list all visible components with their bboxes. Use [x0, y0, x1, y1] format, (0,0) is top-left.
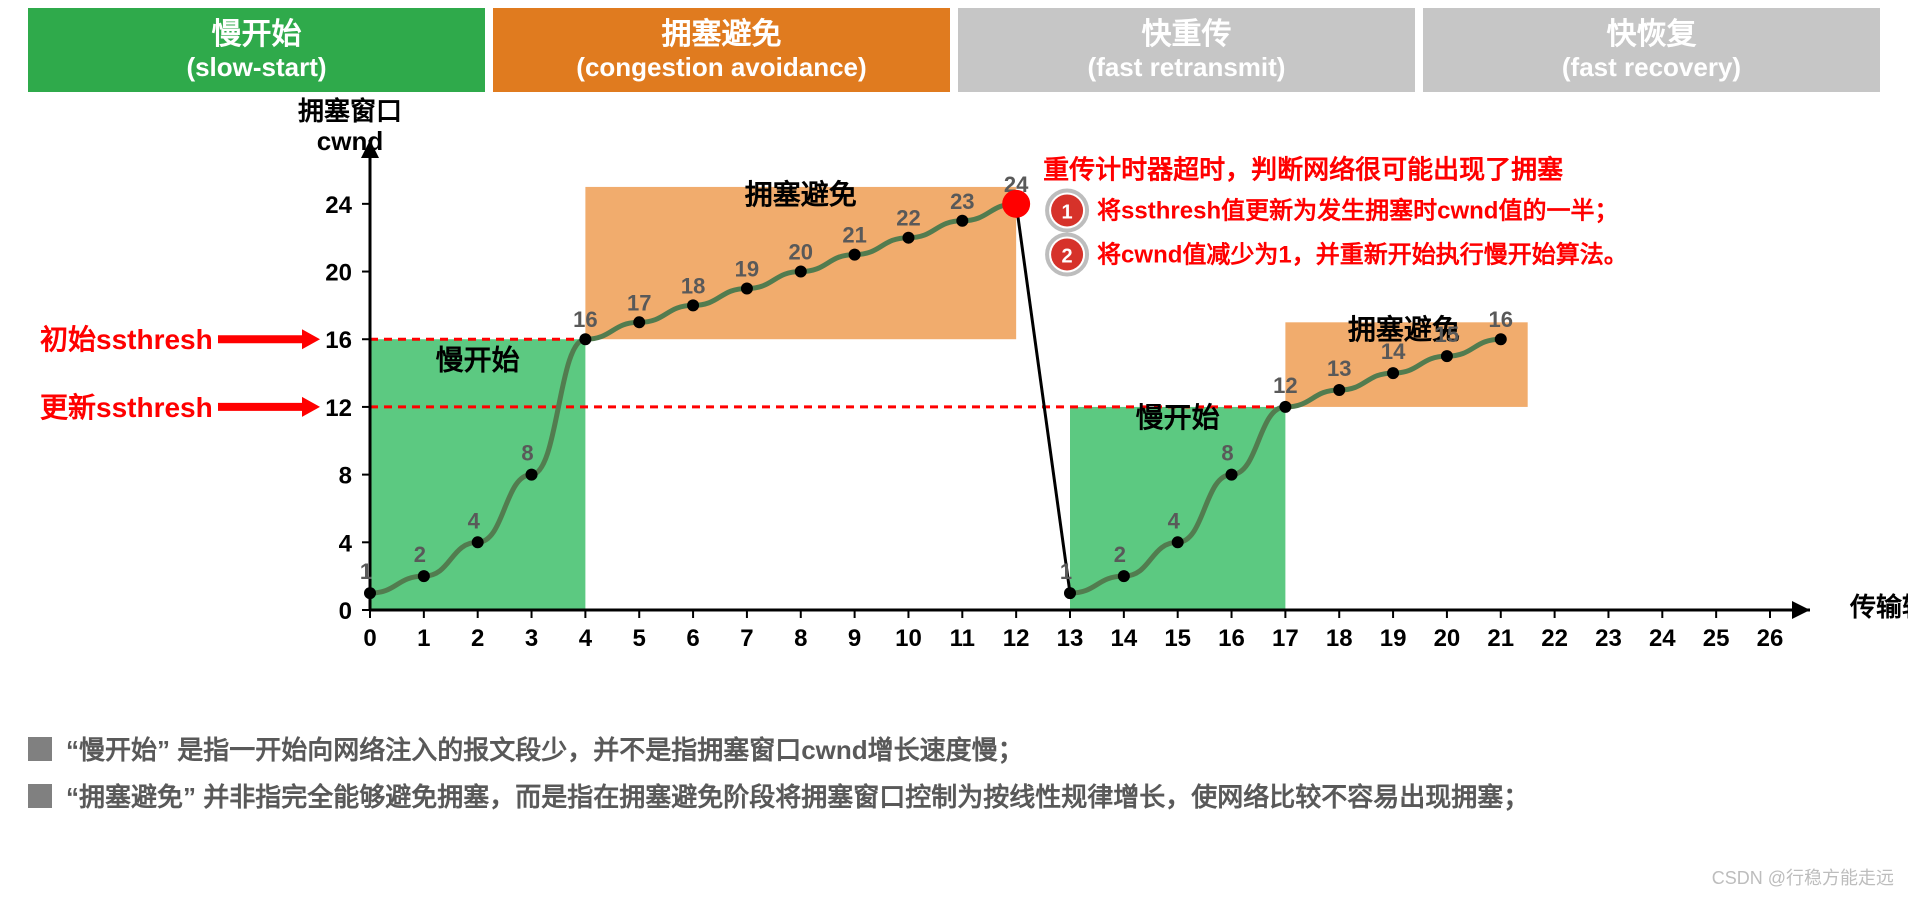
svg-text:18: 18: [681, 273, 705, 298]
svg-text:传输轮次: 传输轮次: [1849, 592, 1908, 622]
svg-text:8: 8: [794, 625, 807, 652]
svg-text:11: 11: [950, 625, 975, 652]
svg-text:5: 5: [633, 625, 646, 652]
svg-text:22: 22: [1541, 625, 1568, 652]
svg-text:13: 13: [1057, 625, 1084, 652]
svg-text:2: 2: [414, 542, 426, 567]
svg-text:4: 4: [468, 508, 481, 533]
svg-text:1: 1: [360, 559, 372, 584]
svg-text:14: 14: [1110, 625, 1137, 652]
bullet-icon: [28, 737, 52, 761]
svg-text:4: 4: [1168, 508, 1181, 533]
svg-text:19: 19: [1380, 625, 1407, 652]
svg-text:8: 8: [1221, 441, 1233, 466]
watermark: CSDN @行稳方能走远: [1712, 864, 1894, 890]
footnote-0: “慢开始” 是指一开始向网络注入的报文段少，并不是指拥塞窗口cwnd增长速度慢；: [28, 730, 1529, 767]
svg-text:12: 12: [325, 395, 352, 422]
footnote-1: “拥塞避免” 并非指完全能够避免拥塞，而是指在拥塞避免阶段将拥塞窗口控制为按线性…: [28, 777, 1529, 814]
svg-text:16: 16: [325, 327, 352, 354]
bullet-icon: [28, 784, 52, 808]
svg-text:17: 17: [627, 290, 651, 315]
svg-text:20: 20: [325, 260, 352, 287]
svg-text:1: 1: [417, 625, 430, 652]
svg-text:4: 4: [579, 625, 593, 652]
phase-tab-2: 快重传(fast retransmit): [958, 8, 1415, 92]
svg-text:26: 26: [1757, 625, 1784, 652]
svg-text:8: 8: [521, 441, 533, 466]
svg-text:8: 8: [339, 463, 352, 490]
svg-text:初始ssthresh: 初始ssthresh: [40, 324, 213, 355]
svg-text:20: 20: [1434, 625, 1461, 652]
svg-text:22: 22: [896, 206, 920, 231]
svg-text:18: 18: [1326, 625, 1353, 652]
svg-text:0: 0: [363, 625, 376, 652]
svg-text:17: 17: [1272, 625, 1299, 652]
svg-text:cwnd: cwnd: [317, 126, 383, 156]
svg-text:9: 9: [848, 625, 861, 652]
svg-text:25: 25: [1703, 625, 1730, 652]
svg-text:6: 6: [686, 625, 699, 652]
svg-text:14: 14: [1381, 339, 1406, 364]
footnotes: “慢开始” 是指一开始向网络注入的报文段少，并不是指拥塞窗口cwnd增长速度慢；…: [28, 720, 1529, 824]
svg-text:慢开始: 慢开始: [1136, 402, 1220, 433]
svg-text:2: 2: [1114, 542, 1126, 567]
svg-text:13: 13: [1327, 356, 1351, 381]
svg-text:拥塞窗口: 拥塞窗口: [298, 96, 402, 126]
svg-text:19: 19: [735, 256, 759, 281]
svg-text:慢开始: 慢开始: [436, 345, 520, 376]
svg-text:2: 2: [1062, 245, 1073, 267]
svg-text:16: 16: [1218, 625, 1245, 652]
svg-text:24: 24: [1649, 625, 1676, 652]
phase-tab-0: 慢开始(slow-start): [28, 8, 485, 92]
phase-tab-3: 快恢复(fast recovery): [1423, 8, 1880, 92]
svg-text:0: 0: [339, 598, 352, 625]
svg-text:1: 1: [1060, 559, 1072, 584]
svg-text:20: 20: [789, 240, 813, 265]
svg-text:4: 4: [339, 530, 353, 557]
svg-text:12: 12: [1273, 373, 1297, 398]
svg-text:16: 16: [1489, 307, 1513, 332]
svg-text:更新ssthresh: 更新ssthresh: [40, 392, 213, 423]
svg-text:拥塞避免: 拥塞避免: [745, 178, 857, 210]
svg-text:10: 10: [895, 625, 922, 652]
svg-text:21: 21: [1487, 625, 1514, 652]
svg-text:将ssthresh值更新为发生拥塞时cwnd值的一半；: 将ssthresh值更新为发生拥塞时cwnd值的一半；: [1097, 196, 1618, 224]
svg-text:重传计时器超时，判断网络很可能出现了拥塞: 重传计时器超时，判断网络很可能出现了拥塞: [1043, 154, 1563, 184]
svg-text:7: 7: [740, 625, 753, 652]
svg-text:12: 12: [1003, 625, 1030, 652]
phase-tab-1: 拥塞避免(congestion avoidance): [493, 8, 950, 92]
svg-text:15: 15: [1435, 322, 1459, 347]
svg-text:2: 2: [471, 625, 484, 652]
svg-text:23: 23: [950, 189, 974, 214]
svg-text:24: 24: [325, 192, 352, 219]
phase-tabs: 慢开始(slow-start)拥塞避免(congestion avoidance…: [0, 0, 1908, 92]
svg-text:1: 1: [1062, 201, 1073, 223]
svg-text:23: 23: [1595, 625, 1622, 652]
cwnd-chart: 0123456789101112131415161718192021222324…: [0, 90, 1908, 710]
svg-text:21: 21: [842, 223, 866, 248]
svg-text:16: 16: [573, 307, 597, 332]
svg-text:3: 3: [525, 625, 538, 652]
svg-text:将cwnd值减少为1，并重新开始执行慢开始算法。: 将cwnd值减少为1，并重新开始执行慢开始算法。: [1097, 240, 1628, 268]
svg-text:15: 15: [1164, 625, 1191, 652]
